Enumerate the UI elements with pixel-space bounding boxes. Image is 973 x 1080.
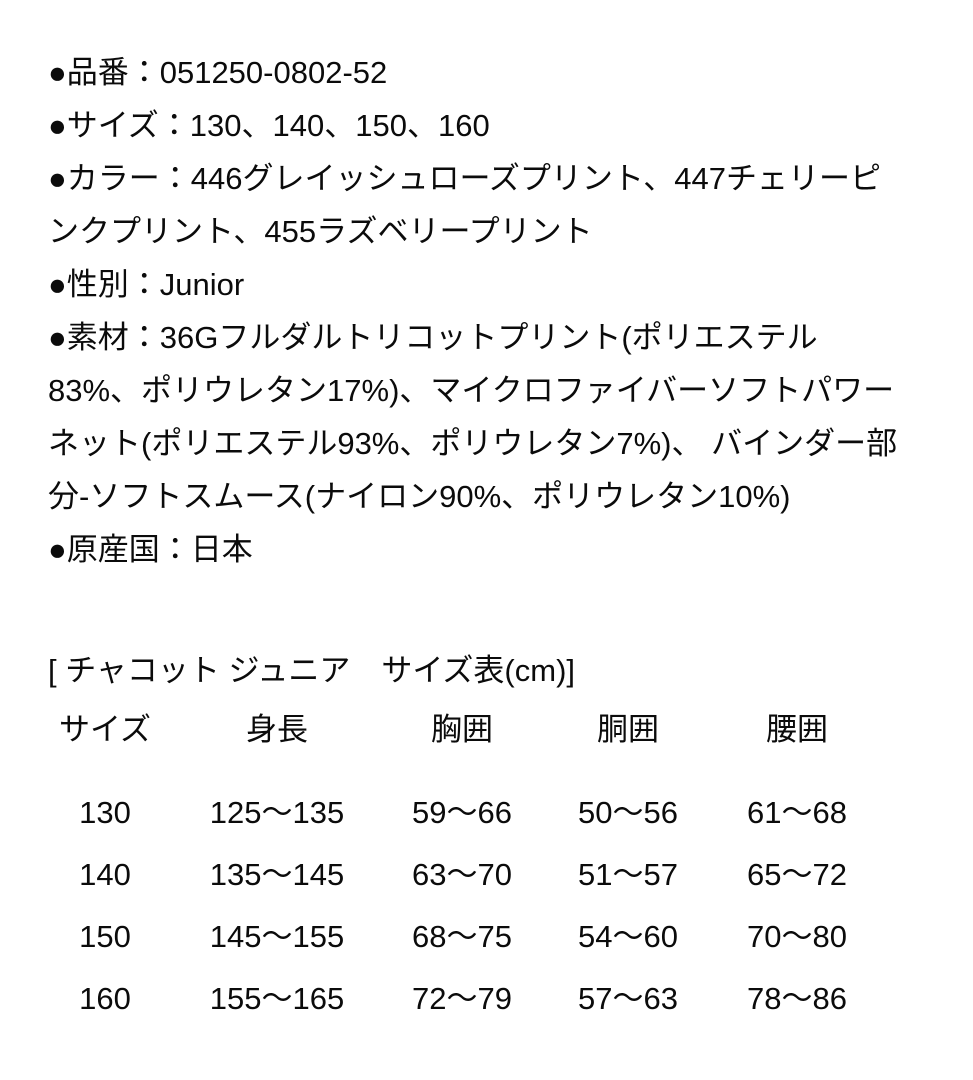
torso-range: 51〜57: [578, 857, 678, 892]
size-chart-section: [ チャコット ジュニア サイズ表(cm)] サイズ 身長 胸囲 胴囲 腰囲 1…: [48, 644, 953, 1030]
spec-line-colors-2: ンクプリント、455ラズベリープリント: [48, 214, 593, 249]
chest-range: 59〜66: [412, 795, 512, 830]
hip-range: 65〜72: [747, 857, 847, 892]
size-chart-header-chest: 胸囲: [431, 712, 493, 747]
torso-range: 54〜60: [578, 919, 678, 954]
size-value: 130: [79, 795, 131, 830]
spec-line-country: ●原産国：日本: [48, 532, 253, 567]
size-chart-row-140: 140 135〜145 63〜70 51〜57 65〜72: [48, 844, 953, 906]
height-range: 145〜155: [209, 919, 345, 954]
spec-line-item-number: ●品番：051250-0802-52: [48, 55, 388, 90]
spec-line-colors-1: ●カラー：446グレイッシュローズプリント、447チェリーピ: [48, 161, 881, 196]
size-chart-header-height: 身長: [246, 712, 308, 747]
size-chart-row-150: 150 145〜155 68〜75 54〜60 70〜80: [48, 906, 953, 968]
hip-range: 78〜86: [747, 981, 847, 1016]
chest-range: 63〜70: [412, 857, 512, 892]
size-value: 160: [79, 981, 131, 1016]
spec-line-material-1: ●素材：36Gフルダルトリコットプリント(ポリエステル: [48, 320, 818, 355]
size-chart-row-160: 160 155〜165 72〜79 57〜63 78〜86: [48, 968, 953, 1030]
spec-line-gender: ●性別：Junior: [48, 267, 245, 302]
height-range: 135〜145: [209, 857, 345, 892]
size-chart-header-size: サイズ: [58, 712, 152, 747]
chest-range: 72〜79: [412, 981, 512, 1016]
size-chart-row-130: 130 125〜135 59〜66 50〜56 61〜68: [48, 782, 953, 844]
hip-range: 61〜68: [747, 795, 847, 830]
size-chart-header-hip: 腰囲: [766, 712, 828, 747]
height-range: 155〜165: [209, 981, 345, 1016]
spec-line-material-3: ネット(ポリエステル93%、ポリウレタン7%)、 バインダー部: [48, 426, 898, 461]
torso-range: 57〜63: [578, 981, 678, 1016]
size-chart-header-row: サイズ 身長 胸囲 胴囲 腰囲: [48, 703, 953, 756]
spec-line-material-4: 分-ソフトスムース(ナイロン90%、ポリウレタン10%): [48, 479, 791, 514]
height-range: 125〜135: [209, 795, 345, 830]
size-chart-title: [ チャコット ジュニア サイズ表(cm)]: [48, 653, 576, 688]
spec-line-material-2: 83%、ポリウレタン17%)、マイクロファイバーソフトパワー: [48, 373, 895, 408]
chest-range: 68〜75: [412, 919, 512, 954]
torso-range: 50〜56: [578, 795, 678, 830]
size-value: 150: [79, 919, 131, 954]
product-specs: ●品番：051250-0802-52 ●サイズ：130、140、150、160 …: [48, 46, 953, 576]
hip-range: 70〜80: [747, 919, 847, 954]
size-value: 140: [79, 857, 131, 892]
spec-line-sizes: ●サイズ：130、140、150、160: [48, 108, 490, 143]
size-chart-header-torso: 胴囲: [597, 712, 659, 747]
